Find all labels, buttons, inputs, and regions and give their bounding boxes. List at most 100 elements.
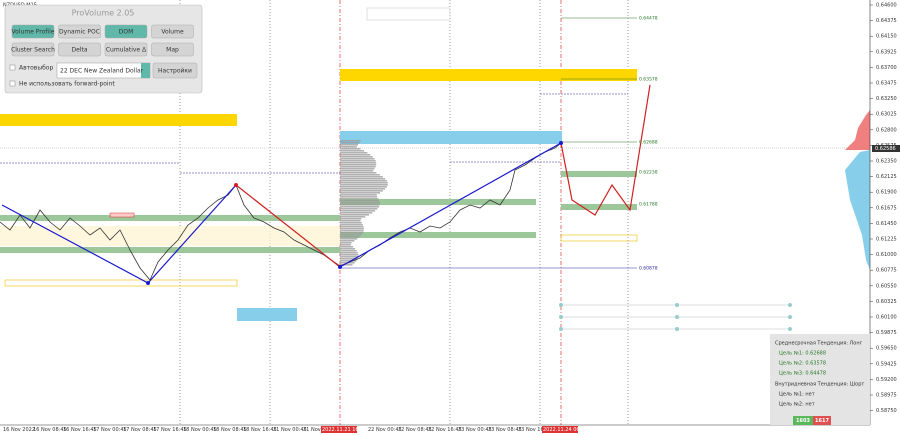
time-label: 16 Nov 08:45 xyxy=(33,427,67,433)
volume-bar xyxy=(340,152,368,154)
time-label: 22 Nov 00:45 xyxy=(368,427,402,433)
volume-bar xyxy=(340,216,366,218)
time-label: 16 Nov 2022 xyxy=(3,427,35,433)
volume-bar xyxy=(340,198,379,200)
level-label: 0.63578 xyxy=(639,77,658,83)
volume-bar xyxy=(340,206,379,208)
volume-bar xyxy=(340,192,381,194)
volume-bar xyxy=(340,202,380,204)
price-label: 0.63250 xyxy=(876,96,897,102)
price-label: 0.60325 xyxy=(876,299,897,305)
time-label: 17 Nov 00:45 xyxy=(93,427,127,433)
panel-button[interactable] xyxy=(104,24,148,39)
volume-bar xyxy=(340,168,375,170)
settings-label: Настройки xyxy=(158,68,192,75)
time-label: 16 Nov 16:45 xyxy=(63,427,97,433)
volume-bar xyxy=(340,222,362,224)
price-label: 0.59650 xyxy=(876,346,897,352)
volume-bar xyxy=(340,254,359,256)
volume-bar xyxy=(340,250,357,252)
time-label: 18 Nov 08:45 xyxy=(213,427,247,433)
volume-bar xyxy=(340,172,377,174)
volume-bar xyxy=(340,214,369,216)
volume-bar xyxy=(340,188,386,190)
volume-bar xyxy=(340,238,358,240)
volume-bar xyxy=(340,140,361,142)
level-label: 0.62688 xyxy=(639,140,658,146)
checkbox[interactable] xyxy=(9,64,16,71)
panel-button[interactable] xyxy=(11,24,55,39)
time-label: 23 Nov 08:45 xyxy=(488,427,522,433)
panel-button[interactable] xyxy=(151,42,194,57)
volume-bar xyxy=(340,256,359,258)
volume-bar xyxy=(340,176,383,178)
checkbox[interactable] xyxy=(9,80,16,87)
volume-bar xyxy=(340,220,361,222)
volume-bar xyxy=(340,180,387,182)
panel-button-label: Map xyxy=(166,47,179,54)
volume-bar xyxy=(340,240,355,242)
price-label: 0.60100 xyxy=(876,315,897,321)
panel-button[interactable] xyxy=(104,42,148,57)
time-label: 22 Nov 08:45 xyxy=(398,427,432,433)
volume-bar xyxy=(340,244,351,246)
price-label: 0.63475 xyxy=(876,81,897,87)
price-label: 0.63700 xyxy=(876,65,897,71)
volume-bar xyxy=(340,236,360,238)
volume-bar xyxy=(340,166,376,168)
volume-bar xyxy=(340,252,358,254)
time-label: 2022.11.21 16:45 xyxy=(322,427,367,433)
current-price: 0.62586 xyxy=(875,146,896,152)
trend-panel xyxy=(770,334,870,425)
current-price-box xyxy=(872,145,900,152)
time-label: 22 Nov 16:45 xyxy=(428,427,462,433)
time-highlight xyxy=(321,426,357,433)
volume-bar xyxy=(340,264,353,266)
volume-bar xyxy=(340,232,363,234)
time-label: 21 Nov 08:45 xyxy=(303,427,337,433)
auto-select-label[interactable]: Автовыбор xyxy=(19,65,53,72)
target: Цель №3: 0.64478 xyxy=(779,371,826,377)
volume-bar xyxy=(340,212,373,214)
volume-bar xyxy=(340,186,387,188)
volume-bar xyxy=(340,156,373,158)
volume-bar xyxy=(340,144,359,146)
volume-bar xyxy=(340,200,380,202)
panel-button-label: Dynamic POC xyxy=(59,29,100,36)
settings-button[interactable] xyxy=(152,62,198,79)
volume-bar xyxy=(340,150,365,152)
panel-button-label: Cumulative Δ xyxy=(106,47,147,54)
panel-title: ProVolume 2.05 xyxy=(72,9,135,18)
level-label: 0.60878 xyxy=(639,266,658,272)
price-label: 0.59200 xyxy=(876,377,897,383)
price-label: 0.59875 xyxy=(876,330,897,336)
volume-bar xyxy=(340,146,357,148)
volume-bar xyxy=(340,248,356,250)
panel-button-label: Volume xyxy=(161,29,184,36)
time-label: 18 Nov 16:45 xyxy=(243,427,277,433)
counter: 1617 xyxy=(815,418,829,424)
select-arrow[interactable] xyxy=(141,63,150,78)
volume-bar xyxy=(340,174,380,176)
forward-point-label[interactable]: Не использовать forward-point xyxy=(19,81,115,88)
volume-bar xyxy=(340,142,360,144)
contract-text: 22 DEC New Zealand Dollar xyxy=(60,68,144,75)
price-label: 0.58750 xyxy=(876,408,897,414)
price-label: 0.60550 xyxy=(876,283,897,289)
volume-bar xyxy=(340,154,371,156)
price-label: 0.61675 xyxy=(876,205,897,211)
level-label: 0.61788 xyxy=(639,202,658,208)
counter: 1603 xyxy=(796,418,810,424)
panel-button[interactable] xyxy=(11,42,55,57)
level-label: 0.62238 xyxy=(639,170,658,176)
panel-button[interactable] xyxy=(58,24,101,39)
panel-button[interactable] xyxy=(58,42,101,57)
volume-bar xyxy=(340,162,377,164)
volume-bar xyxy=(340,160,376,162)
time-highlight xyxy=(542,426,578,433)
volume-bar xyxy=(340,208,378,210)
volume-bar xyxy=(340,260,357,262)
panel-button[interactable] xyxy=(151,24,194,39)
intraday-trend: Внутридневная Тенденция: Шорт xyxy=(775,382,864,388)
